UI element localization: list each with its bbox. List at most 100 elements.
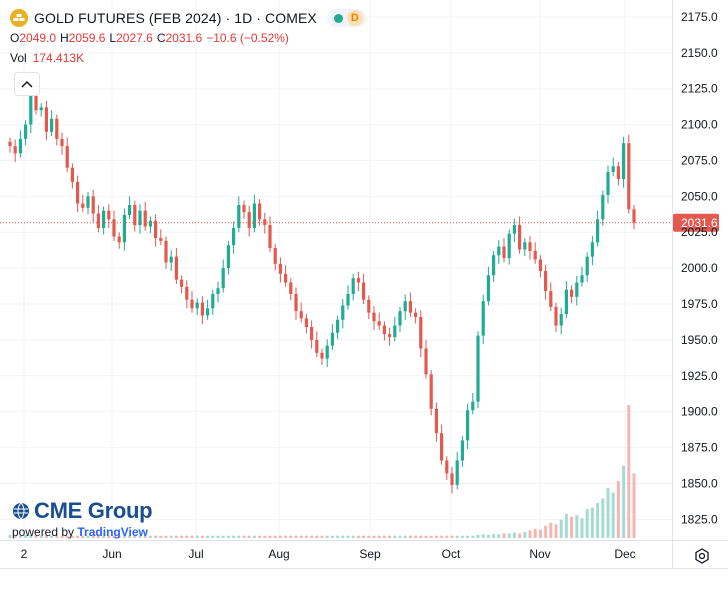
market-status[interactable]: D: [326, 9, 366, 27]
candle-body: [289, 282, 293, 294]
candle-body: [148, 220, 152, 227]
volume-bar: [575, 515, 579, 538]
candle-body: [481, 301, 485, 336]
last-price-tag: [673, 213, 719, 232]
powered-by: powered by TradingView: [12, 525, 152, 539]
candle-body: [424, 348, 428, 375]
candle-body: [211, 293, 215, 309]
candle-body: [86, 196, 90, 208]
candle-body: [263, 219, 267, 226]
volume-bar: [226, 535, 230, 538]
candle-body: [502, 246, 506, 259]
tradingview-link[interactable]: TradingView: [77, 525, 148, 539]
candle-body: [299, 311, 303, 319]
volume-bar: [185, 535, 189, 538]
candle-body: [81, 203, 85, 208]
volume-bar: [580, 518, 584, 538]
candle-body: [377, 321, 381, 326]
price-tick-label: 1925.0: [681, 369, 718, 383]
candle-body: [518, 225, 522, 250]
volume-bar: [450, 535, 454, 538]
price-tick-label: 1900.0: [681, 405, 718, 419]
collapse-legend-button[interactable]: [14, 72, 40, 96]
volume-bar: [112, 535, 116, 538]
volume-bar: [497, 534, 501, 538]
volume-bar: [289, 535, 293, 538]
cme-globe-icon: [13, 502, 29, 520]
volume-bar: [393, 535, 397, 538]
candle-body: [39, 107, 43, 111]
symbol-title[interactable]: GOLD FUTURES (FEB 2024) · 1D · COMEX: [34, 10, 317, 26]
ohlc-low-key: L: [109, 31, 117, 45]
candle-body: [102, 210, 106, 228]
volume-bar: [232, 535, 236, 538]
volume-bar: [133, 535, 137, 538]
volume-bar: [107, 535, 111, 538]
market-open-dot-icon: [333, 13, 343, 23]
candle-body: [55, 118, 59, 139]
candle-body: [606, 171, 610, 195]
volume-bar: [128, 535, 132, 538]
volume-bar: [351, 535, 355, 538]
volume-bar: [76, 535, 80, 538]
volume-bar: [29, 534, 33, 538]
price-tick-label: 2000.0: [681, 261, 718, 275]
volume-bar: [86, 535, 90, 538]
volume-bar: [554, 524, 558, 538]
price-tick-label: 1875.0: [681, 441, 718, 455]
candle-body: [455, 460, 459, 485]
volume-bar: [273, 535, 277, 538]
candle-body: [65, 146, 69, 168]
time-tick-label: Nov: [529, 547, 550, 561]
candle-body: [268, 225, 272, 249]
ohlc-close-key: C: [156, 31, 166, 45]
volume-bar: [320, 535, 324, 538]
volume-bar: [466, 535, 470, 538]
candle-body: [440, 433, 444, 461]
price-tick-label: 2100.0: [681, 118, 718, 132]
volume-bar: [143, 535, 147, 538]
candle-body: [138, 210, 142, 226]
volume-bar: [195, 535, 199, 538]
volume-bar: [148, 535, 152, 538]
volume-bar: [341, 535, 345, 538]
candle-body: [434, 408, 438, 434]
price-tick-label: 2075.0: [681, 153, 718, 167]
candle-body: [24, 124, 28, 139]
candle-body: [221, 268, 225, 289]
candle-body: [538, 259, 542, 271]
volume-bar: [414, 535, 418, 538]
candle-body: [169, 256, 173, 263]
volume-value: 174.413K: [32, 51, 85, 65]
candle-body: [174, 256, 178, 280]
candle-body: [232, 227, 236, 246]
volume-bar: [278, 535, 282, 538]
candle-body: [429, 374, 433, 409]
candle-body: [122, 215, 126, 243]
volume-bar: [180, 535, 184, 538]
ohlc-high-key: H: [60, 31, 69, 45]
volume-bar: [18, 535, 22, 538]
volume-bar: [528, 530, 532, 538]
volume-bar: [611, 492, 615, 538]
volume-bar: [377, 535, 381, 538]
chart-settings-button[interactable]: [693, 547, 711, 565]
candle-body: [554, 306, 558, 326]
volume-bar: [304, 535, 308, 538]
volume-bar: [252, 535, 256, 538]
volume-bars: [8, 405, 636, 538]
time-axis: 2 Jun Jul Aug Sep Oct Nov Dec: [21, 547, 636, 561]
candle-body: [96, 213, 100, 228]
time-tick-label: 2: [21, 547, 28, 561]
delayed-data-badge[interactable]: D: [346, 10, 363, 26]
volume-bar: [325, 535, 329, 538]
candle-body: [382, 325, 386, 335]
candle-body: [580, 275, 584, 283]
time-tick-label: Sep: [359, 547, 381, 561]
price-axis: 2175.0 2150.0 2125.0 2100.0 2075.0 2050.0 2025…: [681, 10, 718, 526]
volume-bar: [564, 513, 568, 538]
volume-bar: [263, 535, 267, 538]
volume-bar: [570, 516, 574, 538]
volume-bar: [138, 535, 142, 538]
